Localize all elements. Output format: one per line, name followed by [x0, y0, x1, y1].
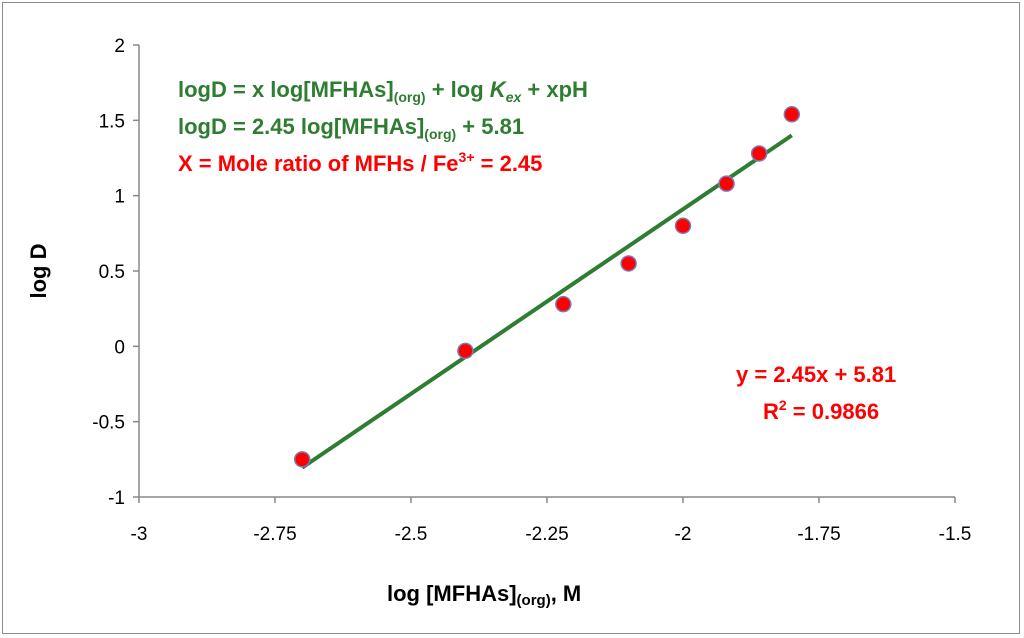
y-tick-label: 0 — [114, 337, 125, 358]
x-axis-label-sub: (org) — [517, 592, 551, 609]
data-point — [783, 106, 801, 123]
fit-equation: y = 2.45x + 5.81 — [736, 362, 896, 387]
x-ticks: -3 -2.75 -2.5 -2.25 -2 -1.75 -1.5 — [131, 497, 972, 545]
data-point — [620, 255, 637, 272]
annotation-general-equation: logD = x log[MFHAs](org) + log Kex + xpH — [178, 77, 588, 105]
data-point — [750, 145, 768, 162]
trendline — [301, 133, 793, 470]
y-tick-label: 2 — [114, 36, 125, 57]
y-tick-label: -1 — [108, 488, 125, 509]
y-tick-label: -0.5 — [92, 413, 125, 434]
y-axis-label: log D — [26, 244, 51, 299]
x-axis-label-tail: , M — [551, 581, 582, 606]
annotation-mole-ratio: X = Mole ratio of MFHs / Fe3+ = 2.45 — [178, 149, 542, 176]
data-point — [555, 295, 572, 313]
y-tick-label: 1.5 — [99, 111, 125, 132]
x-tick-label: -1.75 — [797, 524, 840, 545]
x-axis-label: log [MFHAs](org), M — [387, 581, 581, 609]
y-ticks: 2 1.5 1 0.5 0 -0.5 -1 — [92, 36, 139, 509]
trendline-group — [301, 133, 793, 470]
x-tick-label: -2.25 — [525, 524, 568, 545]
x-tick-label: -2 — [675, 524, 692, 545]
x-tick-label: -2.5 — [395, 524, 428, 545]
annotation-fitted-equation: logD = 2.45 log[MFHAs](org) + 5.81 — [178, 114, 524, 142]
data-point — [457, 342, 474, 360]
data-point — [718, 175, 735, 192]
y-tick-label: 0.5 — [99, 262, 125, 283]
x-tick-label: -2.75 — [253, 524, 296, 545]
y-tick-label: 1 — [114, 187, 125, 208]
data-point — [674, 217, 692, 235]
x-tick-label: -3 — [131, 524, 148, 545]
data-points — [293, 106, 801, 468]
fit-r-squared: R2 = 0.9866 — [763, 397, 879, 424]
x-axis-label-main: log [MFHAs] — [387, 581, 517, 606]
chart-axes — [138, 45, 955, 498]
data-point — [293, 451, 311, 468]
x-tick-label: -1.5 — [939, 524, 972, 545]
